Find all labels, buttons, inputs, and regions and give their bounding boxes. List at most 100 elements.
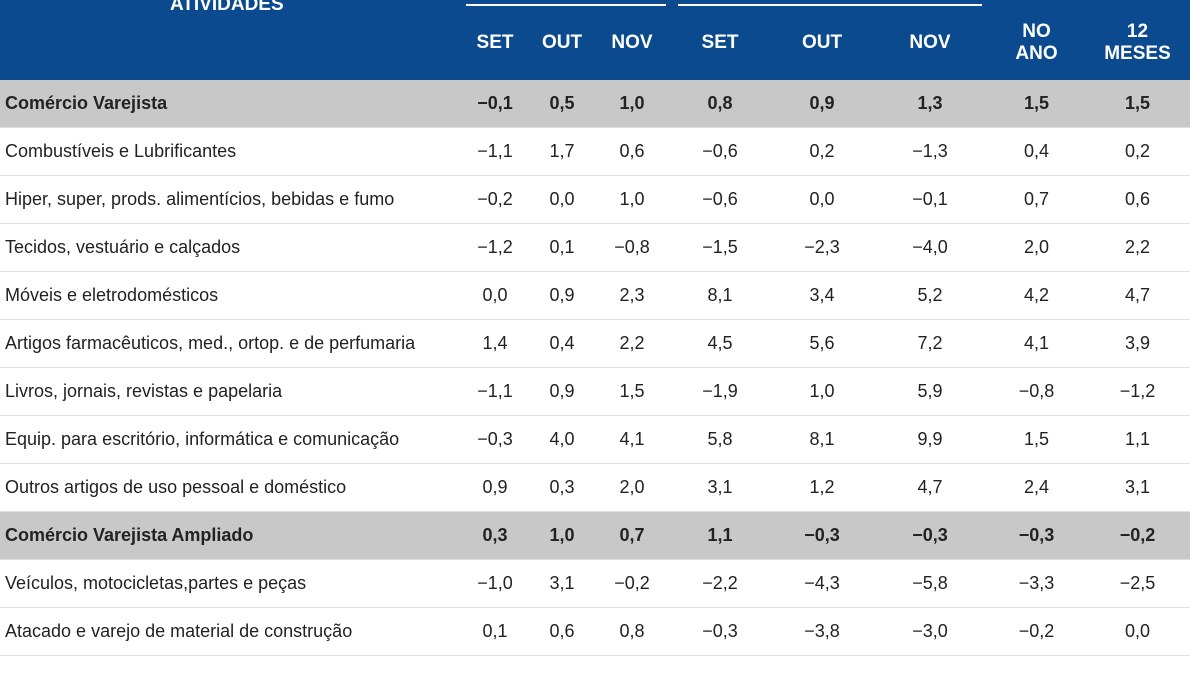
cell: 0,2 — [1124, 141, 1151, 161]
cell: 7,2 — [917, 333, 943, 353]
cell: 0,6 — [549, 621, 575, 641]
cell: 3,1 — [707, 477, 733, 497]
item-row: Móveis e eletrodomésticos 0,0 0,9 2,3 8,1 3,4… — [0, 272, 1190, 320]
cell: 1,2 — [809, 477, 835, 497]
cell: 0,9 — [549, 381, 575, 401]
cell: 0,4 — [549, 333, 575, 353]
cell: 1,7 — [549, 141, 575, 161]
cell: −1,1 — [477, 381, 513, 401]
column-label: NOV — [909, 32, 951, 53]
cell: 0,5 — [549, 93, 575, 113]
item-label: Outros artigos de uso pessoal e doméstic… — [5, 477, 347, 497]
column-header: 12 MESES — [1085, 0, 1190, 80]
cell: −0,3 — [477, 429, 513, 449]
cell: 1,0 — [619, 93, 645, 113]
column-label: SET — [701, 32, 739, 53]
column-label: NO ANO — [1015, 21, 1058, 64]
cell: −0,2 — [614, 573, 650, 593]
cell: −1,0 — [477, 573, 513, 593]
section-name: Comércio Varejista Ampliado — [5, 525, 254, 545]
cell: 2,2 — [619, 333, 645, 353]
cell: −5,8 — [912, 573, 948, 593]
cell: 5,2 — [917, 285, 943, 305]
item-label: Móveis e eletrodomésticos — [5, 285, 219, 305]
cell: −0,3 — [912, 525, 948, 545]
cell: −0,1 — [912, 189, 948, 209]
item-row: Artigos farmacêuticos, med., ortop. e de… — [0, 320, 1190, 368]
cell: 1,5 — [619, 381, 645, 401]
cell: −0,8 — [614, 237, 650, 257]
cell: 0,9 — [482, 477, 508, 497]
cell: −0,3 — [804, 525, 840, 545]
cell: 4,0 — [549, 429, 575, 449]
cell: −0,1 — [477, 93, 513, 113]
cell: 1,5 — [1023, 93, 1050, 113]
cell: 1,0 — [549, 525, 575, 545]
cell: 0,6 — [619, 141, 645, 161]
cell: −1,9 — [702, 381, 738, 401]
column-header: NOV — [872, 0, 988, 80]
cell: 4,7 — [1124, 285, 1151, 305]
cell: −0,2 — [1018, 621, 1055, 641]
cell: −0,3 — [1018, 525, 1055, 545]
cell: 2,3 — [619, 285, 645, 305]
cell: −0,8 — [1018, 381, 1055, 401]
cell: 0,3 — [549, 477, 575, 497]
cell: 8,1 — [707, 285, 733, 305]
cell: −3,0 — [912, 621, 948, 641]
column-header: OUT — [528, 0, 596, 80]
cell: 0,4 — [1023, 141, 1050, 161]
cell: 5,8 — [707, 429, 733, 449]
cell: 2,2 — [1124, 237, 1151, 257]
column-header: NO ANO — [988, 0, 1085, 80]
section-row: Comércio Varejista Ampliado 0,3 1,0 0,7 1,1 −… — [0, 512, 1190, 560]
cell: 1,1 — [707, 525, 733, 545]
cell: −2,2 — [702, 573, 738, 593]
cell: −0,3 — [702, 621, 738, 641]
cell: −4,3 — [804, 573, 840, 593]
item-label: Veículos, motocicletas,partes e peças — [5, 573, 307, 593]
cell: 1,0 — [619, 189, 645, 209]
cell: 0,7 — [619, 525, 645, 545]
cell: 4,1 — [1023, 333, 1050, 353]
cell: 0,8 — [619, 621, 645, 641]
cell: 3,4 — [809, 285, 835, 305]
header-title: ATIVIDADES — [170, 0, 284, 15]
cell: 2,0 — [1023, 237, 1050, 257]
cell: −1,5 — [702, 237, 738, 257]
item-row: Hiper, super, prods. alimentícios, bebid… — [0, 176, 1190, 224]
cell: 0,9 — [809, 93, 835, 113]
column-label: OUT — [541, 32, 583, 53]
group-line — [466, 4, 666, 6]
item-row: Veículos, motocicletas,partes e peças −1,… — [0, 560, 1190, 608]
item-row: Outros artigos de uso pessoal e doméstic… — [0, 464, 1190, 512]
cell: 5,6 — [809, 333, 835, 353]
column-header: SET — [462, 0, 528, 80]
cell: 1,0 — [809, 381, 835, 401]
column-label: NOV — [611, 32, 653, 53]
cell: 3,1 — [549, 573, 575, 593]
cell: 0,2 — [809, 141, 835, 161]
cell: 0,6 — [1124, 189, 1151, 209]
cell: 1,3 — [917, 93, 943, 113]
item-row: Atacado e varejo de material de construç… — [0, 608, 1190, 656]
cell: 3,9 — [1124, 333, 1151, 353]
table-body: Comércio Varejista −0,1 0,5 1,0 0,8 0,9 1,3 1,5… — [0, 80, 1200, 656]
cell: 1,1 — [1124, 429, 1151, 449]
cell: 4,7 — [917, 477, 943, 497]
cell: −1,3 — [912, 141, 948, 161]
cell: −1,2 — [1119, 381, 1156, 401]
table-header: ATIVIDADES SET OUT NOV SET OUT NOV NO ANO 12 ME… — [0, 0, 1190, 80]
column-label: 12 MESES — [1104, 21, 1171, 64]
cell: 0,1 — [549, 237, 575, 257]
section-name: Comércio Varejista — [5, 93, 168, 113]
item-label: Atacado e varejo de material de construç… — [5, 621, 353, 641]
cell: 0,0 — [809, 189, 835, 209]
cell: −0,2 — [1119, 525, 1156, 545]
cell: −4,0 — [912, 237, 948, 257]
cell: −2,3 — [804, 237, 840, 257]
cell: −2,5 — [1119, 573, 1156, 593]
cell: −0,6 — [702, 141, 738, 161]
cell: 0,0 — [549, 189, 575, 209]
column-header: SET — [668, 0, 772, 80]
